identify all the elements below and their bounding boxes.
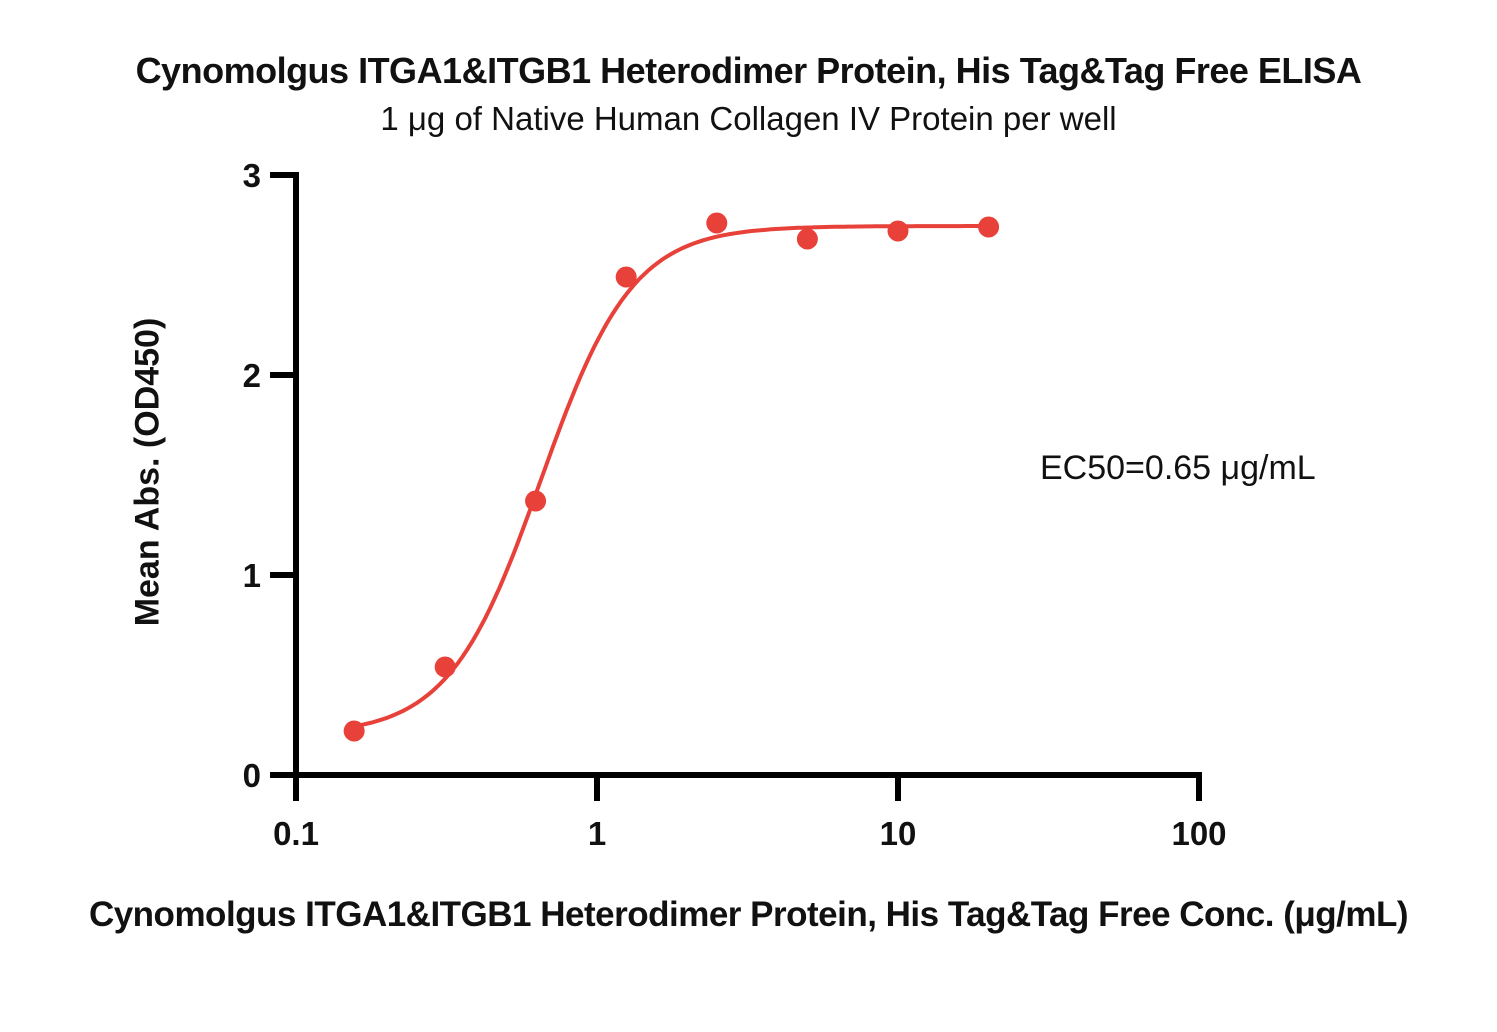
y-tick-label: 1 [243,557,261,594]
data-point [887,220,909,242]
data-point [796,228,818,250]
x-axis-label: Cynomolgus ITGA1&ITGB1 Heterodimer Prote… [88,895,1409,934]
x-tick-label: 0.1 [273,815,319,852]
ec50-annotation: EC50=0.65 μg/mL [1040,449,1316,487]
data-point [706,212,728,234]
data-point [434,656,456,678]
data-point [525,490,547,512]
fit-curve [352,224,991,729]
x-tick-label: 1 [588,815,606,852]
x-tick-label: 100 [1171,815,1226,852]
y-tick-label: 3 [243,157,261,194]
y-tick-label: 0 [243,757,261,794]
data-point [978,216,1000,238]
y-tick-label: 2 [243,357,261,394]
chart-subtitle: 1 μg of Native Human Collagen IV Protein… [380,100,1117,137]
chart-title: Cynomolgus ITGA1&ITGB1 Heterodimer Prote… [135,50,1362,91]
data-point [615,266,637,288]
x-tick-label: 10 [880,815,917,852]
data-point [343,720,365,742]
